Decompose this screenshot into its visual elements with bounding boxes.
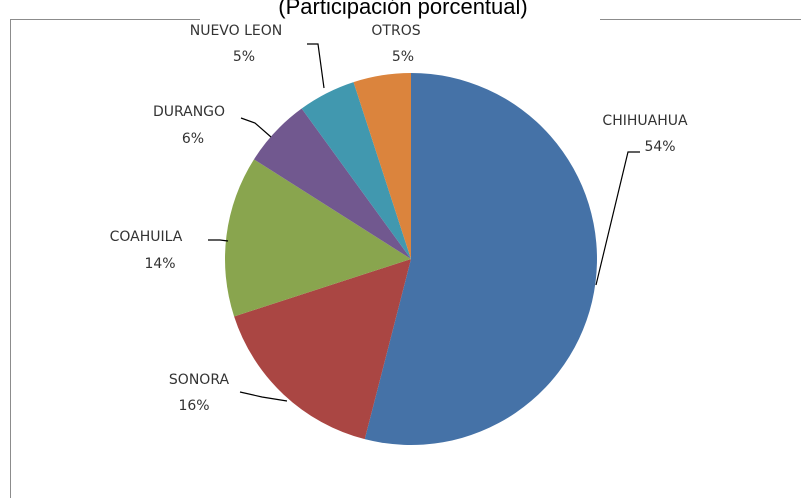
pie-slice [364,73,597,445]
slice-label: NUEVO LEON [190,23,283,39]
slice-label: SONORA [169,372,230,388]
slice-label: CHIHUAHUA [602,113,688,129]
slice-label: COAHUILA [110,229,183,245]
leader-line [208,239,229,242]
pie-slice [253,108,411,259]
value-label: 5% [392,49,414,65]
leader-line [240,117,272,138]
value-label: 6% [182,131,204,147]
pie-slice [224,159,411,317]
slice-label: DURANGO [153,104,225,120]
leader-line [595,151,640,286]
pie-slice [234,259,411,440]
title-background [200,0,600,20]
slice-label: OTROS [371,23,420,39]
chart-subtitle: (Participación porcentual) [278,0,527,19]
pie-slice [353,73,411,259]
value-label: 54% [644,139,675,155]
value-label: 16% [178,398,209,414]
value-label: 5% [233,49,255,65]
leader-line [239,391,288,402]
leader-line [307,43,325,89]
value-label: 14% [144,256,175,272]
pie-slice [301,82,411,259]
